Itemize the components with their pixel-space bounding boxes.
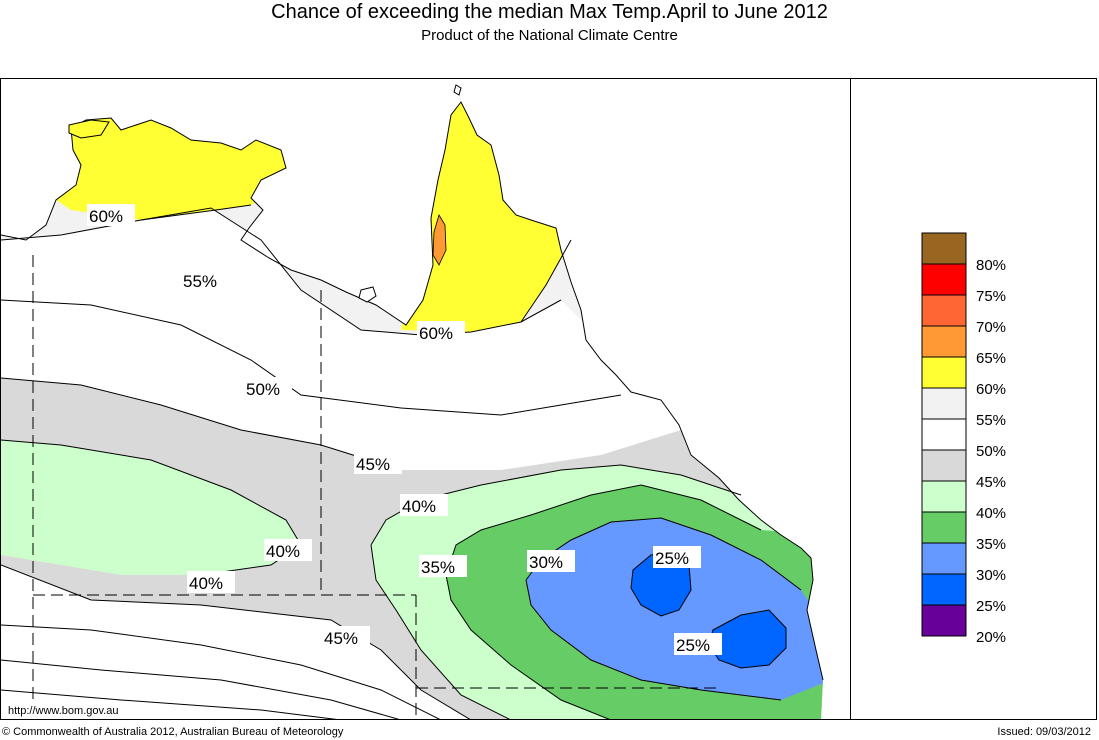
legend-label: 40% [976,505,1006,522]
legend-swatch [921,232,967,265]
legend-label: 45% [976,474,1006,491]
legend-label: 35% [976,536,1006,553]
contour-label: 40% [266,542,300,561]
copyright-text: © Commonwealth of Australia 2012, Austra… [2,726,344,738]
legend-swatch [921,511,967,544]
contour-label: 60% [419,324,453,343]
legend-swatch [921,449,967,482]
contour-label: 50% [246,380,280,399]
legend-label: 30% [976,567,1006,584]
legend-swatch [921,263,967,296]
contour-label: 30% [529,553,563,572]
legend-swatch [921,573,967,606]
legend-label: 25% [976,598,1006,615]
legend-swatch [921,418,967,451]
legend-swatch [921,387,967,420]
legend-label: 70% [976,319,1006,336]
contour-label: 25% [676,636,710,655]
contour-label: 40% [402,497,436,516]
legend-label: 55% [976,412,1006,429]
source-url[interactable]: http://www.bom.gov.au [6,705,121,717]
contour-label: 55% [183,272,217,291]
legend-label: 65% [976,350,1006,367]
contour-label: 25% [655,549,689,568]
contour-label: 45% [324,629,358,648]
contour-label: 40% [189,574,223,593]
legend-swatch [921,604,967,637]
legend-label: 50% [976,443,1006,460]
issued-date: Issued: 09/03/2012 [997,726,1091,738]
legend-swatch [921,294,967,327]
legend: 80% 75% 70% 65% 60% 55% 50% 45% 40% 35% 30% 25% 20% [921,232,1006,646]
contour-label: 45% [356,455,390,474]
map-title: Chance of exceeding the median Max Temp.… [271,1,828,23]
map-subtitle: Product of the National Climate Centre [421,27,678,44]
legend-swatch [921,325,967,358]
map-canvas: 60% 55% 50% 60% 45% 40% 40% 35% 30% 25% … [1,84,824,719]
legend-label: 20% [976,629,1006,646]
legend-swatch [921,542,967,575]
legend-label: 75% [976,288,1006,305]
contour-label: 60% [89,207,123,226]
legend-swatch [921,480,967,513]
legend-label: 80% [976,257,1006,274]
contour-labels: 60% 55% 50% 60% 45% 40% 40% 35% 30% 25% … [87,204,722,655]
contour-label: 35% [421,558,455,577]
legend-divider [850,78,851,720]
legend-label: 60% [976,381,1006,398]
legend-swatch [921,356,967,389]
map-frame [0,78,1097,720]
